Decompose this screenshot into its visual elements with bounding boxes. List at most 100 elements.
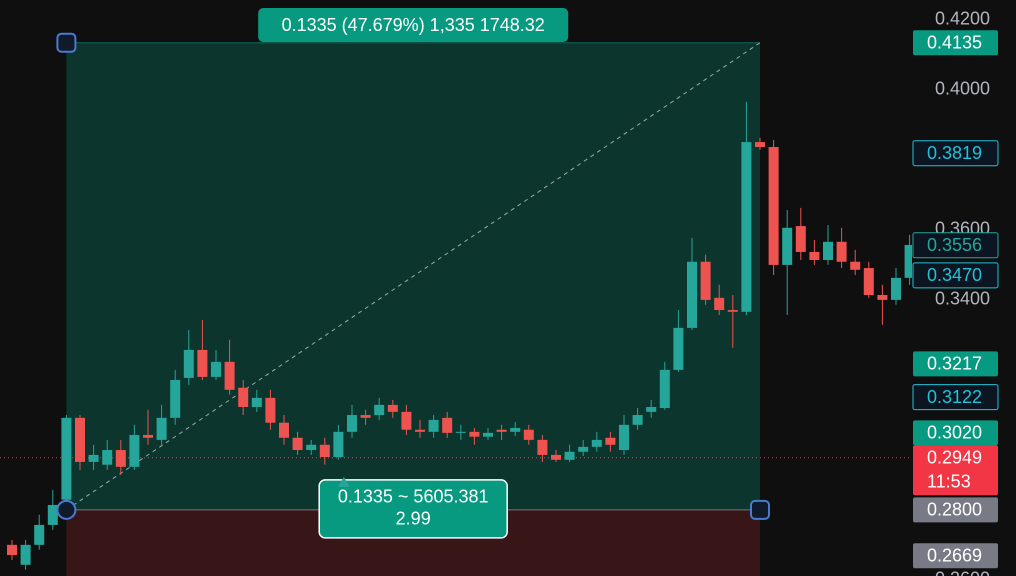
candle-body xyxy=(156,417,167,440)
candle-body xyxy=(591,439,602,447)
candle-body xyxy=(782,227,793,265)
price-badge xyxy=(913,420,998,446)
price-badge xyxy=(912,140,999,167)
price-badge-label: 0.2669 xyxy=(927,545,982,565)
price-axis: 0.42000.40000.36000.34000.26000.41350.38… xyxy=(912,0,1016,576)
candle-body xyxy=(469,431,480,437)
candle-body xyxy=(850,261,861,270)
price-badge xyxy=(912,384,999,411)
candle-body xyxy=(483,432,493,437)
measure-top-label: 0.1335 (47.679%) 1,335 1748.32 xyxy=(282,15,545,35)
candle-body xyxy=(673,327,684,370)
price-badge-label: 0.3470 xyxy=(927,265,982,285)
candle-body xyxy=(102,450,113,465)
candle-body xyxy=(374,404,385,416)
price-badge xyxy=(913,351,998,377)
y-tick-label: 0.4200 xyxy=(935,9,990,29)
candle-body xyxy=(224,361,235,390)
measure-bottom-label: 0.1335 ~ 5605.381 xyxy=(338,487,489,507)
measure-handle xyxy=(56,499,77,520)
candle-body xyxy=(428,419,439,432)
candle-body xyxy=(904,244,915,278)
price-badge-label: 0.3556 xyxy=(927,235,982,255)
candle-body xyxy=(877,294,888,300)
plot-area: 0.1335 (47.679%) 1,335 1748.32 0.1335 ~ 5… xyxy=(0,8,915,576)
price-badge-label: 0.2949 xyxy=(927,447,982,467)
measure-bottom-label-box xyxy=(318,479,508,539)
candle-body xyxy=(605,437,616,445)
candle-body xyxy=(75,417,85,462)
candle-body xyxy=(401,411,412,430)
y-tick-label: 0.4000 xyxy=(935,79,990,99)
candle-body xyxy=(687,261,697,328)
candle-body xyxy=(170,380,181,418)
candle-body xyxy=(129,434,140,467)
candle-body xyxy=(34,524,45,545)
price-badge-label: 0.4135 xyxy=(927,32,982,52)
candle-body xyxy=(632,415,643,425)
price-badge xyxy=(912,232,999,259)
y-tick-label: 0.3400 xyxy=(935,289,990,309)
price-badge xyxy=(913,543,998,569)
price-badge xyxy=(913,30,998,56)
candle-body xyxy=(551,454,561,460)
candle-body xyxy=(863,268,874,295)
candle-body xyxy=(523,429,534,440)
candle-body xyxy=(333,431,344,458)
price-badge-countdown: 11:53 xyxy=(927,471,971,491)
candle-body xyxy=(714,297,725,311)
candle-body xyxy=(347,415,357,432)
price-badge-label: 0.2800 xyxy=(927,500,982,520)
candle-body xyxy=(360,415,371,418)
candle-body xyxy=(20,544,31,565)
measure-top-label-box xyxy=(258,8,569,42)
candle-body xyxy=(741,142,752,312)
candle-body xyxy=(809,251,820,261)
candle-body xyxy=(61,417,72,500)
candle-body xyxy=(564,451,575,460)
candle-body xyxy=(211,361,221,377)
candle-body xyxy=(768,146,779,265)
candle-body xyxy=(115,450,126,467)
candle-body xyxy=(727,310,738,312)
candle-body xyxy=(455,431,466,433)
measure-handle xyxy=(750,499,770,520)
candle-body xyxy=(496,429,507,432)
y-tick-label: 0.2600 xyxy=(935,569,990,576)
candle-body xyxy=(306,444,317,451)
price-badge-label: 0.3217 xyxy=(927,354,982,374)
candle-body xyxy=(823,241,833,261)
candle-body xyxy=(197,349,208,377)
candle-body xyxy=(238,387,249,407)
candle-body xyxy=(537,439,548,455)
price-badge xyxy=(912,262,999,289)
price-badge-label: 0.3122 xyxy=(927,387,982,407)
measure-arrow xyxy=(337,476,350,487)
candle-body xyxy=(578,446,589,452)
candle-body xyxy=(292,437,303,451)
candle-body xyxy=(891,277,901,300)
candle-body xyxy=(387,404,398,412)
candle-body xyxy=(659,369,670,409)
candle-body xyxy=(143,434,153,438)
candle-body xyxy=(442,417,453,433)
candle-body xyxy=(415,429,425,432)
candle-body xyxy=(88,454,99,462)
candle-body xyxy=(47,504,58,525)
candle-body xyxy=(319,444,330,458)
measure-handle xyxy=(56,32,77,53)
price-badge-label: 0.3819 xyxy=(927,143,982,163)
measure-bottom-label: 2.99 xyxy=(396,509,431,529)
candle-body xyxy=(700,261,711,300)
measure-diagonal xyxy=(66,42,761,511)
candle-body xyxy=(795,226,806,252)
candle-body xyxy=(836,241,847,262)
candle-body xyxy=(510,427,521,432)
candle-body xyxy=(183,349,194,378)
candle-body xyxy=(646,406,657,412)
candle-body xyxy=(7,544,17,556)
price-badge xyxy=(913,445,998,496)
candle-body xyxy=(755,142,765,147)
price-badge-label: 0.3020 xyxy=(927,423,982,443)
